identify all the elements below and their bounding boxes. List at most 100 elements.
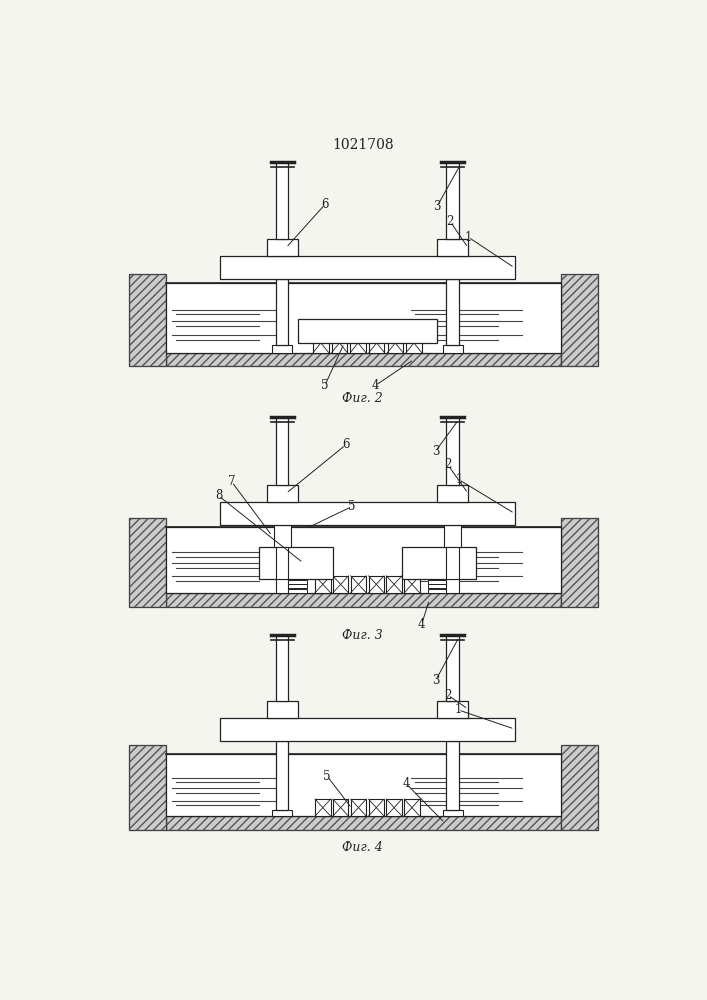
Bar bbox=[561, 518, 598, 607]
Bar bbox=[220, 502, 515, 525]
Bar bbox=[443, 810, 462, 816]
Text: 3: 3 bbox=[432, 445, 439, 458]
Bar bbox=[276, 417, 288, 485]
Text: 1: 1 bbox=[464, 231, 472, 244]
Bar bbox=[561, 274, 598, 366]
Bar bbox=[285, 584, 307, 588]
Bar bbox=[276, 547, 288, 579]
Text: 2: 2 bbox=[444, 689, 452, 702]
Bar bbox=[166, 353, 561, 366]
Bar bbox=[298, 319, 437, 343]
Bar bbox=[351, 333, 366, 353]
Bar bbox=[402, 547, 476, 579]
Text: 4: 4 bbox=[371, 379, 379, 392]
Bar bbox=[267, 701, 298, 718]
Bar bbox=[220, 256, 515, 279]
Text: Фиг. 3: Фиг. 3 bbox=[342, 629, 383, 642]
Bar bbox=[276, 279, 288, 345]
Bar bbox=[259, 547, 332, 579]
Bar bbox=[129, 745, 166, 830]
Bar bbox=[129, 745, 166, 830]
Bar bbox=[443, 345, 462, 353]
Bar bbox=[276, 741, 288, 810]
Text: 6: 6 bbox=[321, 198, 329, 211]
Bar bbox=[561, 745, 598, 830]
Bar bbox=[220, 718, 515, 741]
Bar bbox=[351, 576, 366, 593]
Bar bbox=[285, 589, 307, 593]
Bar bbox=[267, 239, 298, 256]
Text: 1021708: 1021708 bbox=[332, 138, 394, 152]
Bar bbox=[332, 333, 347, 353]
Bar bbox=[315, 799, 331, 816]
Bar bbox=[446, 635, 459, 701]
Bar bbox=[272, 345, 292, 353]
Bar bbox=[129, 274, 166, 366]
Bar bbox=[428, 584, 450, 588]
Bar bbox=[166, 283, 561, 353]
Text: 5: 5 bbox=[323, 770, 331, 783]
Bar bbox=[386, 799, 402, 816]
Text: 6: 6 bbox=[342, 438, 349, 451]
Bar bbox=[561, 274, 598, 366]
Bar bbox=[129, 274, 166, 366]
Bar bbox=[404, 576, 420, 593]
Text: 8: 8 bbox=[215, 489, 222, 502]
Bar bbox=[276, 579, 288, 593]
Bar bbox=[437, 485, 468, 502]
Text: 3: 3 bbox=[432, 674, 439, 687]
Text: 4: 4 bbox=[402, 777, 410, 790]
Bar bbox=[437, 701, 468, 718]
Bar bbox=[446, 162, 459, 239]
Bar bbox=[428, 589, 450, 593]
Bar bbox=[333, 799, 349, 816]
Bar bbox=[166, 527, 561, 593]
Bar bbox=[315, 576, 331, 593]
Bar bbox=[387, 333, 403, 353]
Bar bbox=[166, 593, 561, 607]
Text: 2: 2 bbox=[447, 215, 454, 228]
Text: 4: 4 bbox=[418, 618, 426, 631]
Bar bbox=[446, 417, 459, 485]
Bar bbox=[166, 816, 561, 830]
Text: 3: 3 bbox=[433, 200, 441, 213]
Bar bbox=[285, 580, 307, 584]
Text: 2: 2 bbox=[444, 458, 452, 471]
Text: 1: 1 bbox=[455, 473, 462, 486]
Bar bbox=[444, 525, 461, 547]
Bar bbox=[561, 518, 598, 607]
Text: 5: 5 bbox=[321, 379, 329, 392]
Bar bbox=[446, 547, 459, 579]
Bar bbox=[267, 485, 298, 502]
Bar bbox=[428, 580, 450, 584]
Bar bbox=[166, 353, 561, 366]
Bar bbox=[561, 745, 598, 830]
Text: 5: 5 bbox=[348, 500, 356, 513]
Bar bbox=[166, 754, 561, 816]
Bar bbox=[406, 333, 421, 353]
Text: Фиг. 4: Фиг. 4 bbox=[342, 841, 383, 854]
Bar bbox=[437, 239, 468, 256]
Bar bbox=[446, 741, 459, 810]
Text: Фиг. 2: Фиг. 2 bbox=[342, 392, 383, 405]
Text: 1: 1 bbox=[455, 703, 462, 716]
Bar bbox=[276, 162, 288, 239]
Bar bbox=[313, 333, 329, 353]
Bar bbox=[369, 333, 385, 353]
Bar bbox=[129, 518, 166, 607]
Bar bbox=[276, 635, 288, 701]
Bar bbox=[272, 810, 292, 816]
Bar bbox=[351, 799, 366, 816]
Bar bbox=[446, 279, 459, 345]
Text: 7: 7 bbox=[228, 475, 235, 488]
Bar bbox=[166, 593, 561, 607]
Bar bbox=[404, 799, 420, 816]
Bar bbox=[166, 816, 561, 830]
Bar bbox=[274, 525, 291, 547]
Bar bbox=[368, 576, 384, 593]
Bar bbox=[333, 576, 349, 593]
Bar bbox=[129, 518, 166, 607]
Bar bbox=[386, 576, 402, 593]
Bar bbox=[368, 799, 384, 816]
Bar bbox=[446, 579, 459, 593]
